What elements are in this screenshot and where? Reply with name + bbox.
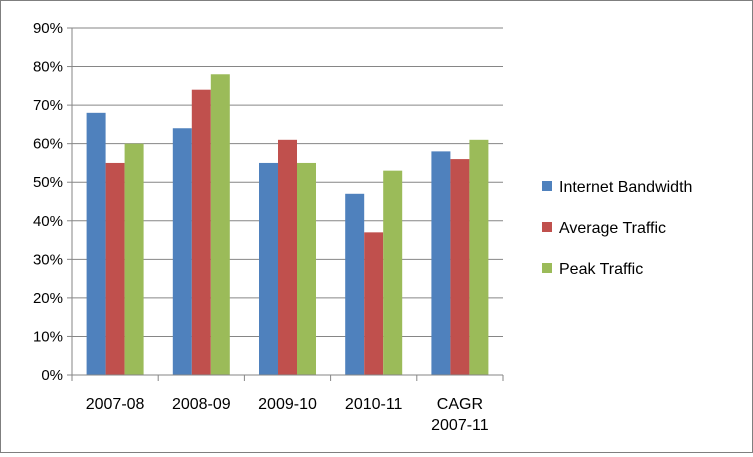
y-tick-label: 80% — [33, 59, 63, 76]
x-category-label: 2010-11 — [345, 396, 403, 413]
bar — [345, 193, 365, 375]
y-tick-label: 10% — [33, 328, 63, 345]
bar — [469, 139, 489, 375]
bar — [86, 112, 106, 376]
x-axis-category-labels: 2007-08 2008-09 2009-10 2010-11 CAGR 2007-11 — [86, 396, 489, 434]
bar — [172, 128, 192, 375]
bar — [383, 170, 403, 375]
legend-label: Internet Bandwidth — [559, 179, 692, 196]
x-category-label: 2007-08 — [86, 396, 145, 413]
bar — [450, 159, 470, 375]
bar — [278, 139, 297, 375]
bar — [431, 151, 451, 375]
legend-swatch — [542, 181, 552, 191]
legend: Internet Bandwidth Average Traffic Peak Tr… — [542, 179, 692, 278]
x-category-label: 2009-10 — [258, 396, 317, 413]
bars — [86, 74, 489, 376]
y-axis-tick-labels: 0% 10% 20% 30% 40% 50% 60% 70% 80% 90% — [33, 20, 63, 384]
legend-label: Average Traffic — [559, 220, 666, 237]
y-tick-label: 90% — [33, 20, 63, 37]
bar — [191, 89, 211, 375]
y-tick-label: 0% — [41, 367, 63, 384]
bar — [210, 74, 230, 376]
y-tick-label: 40% — [33, 213, 63, 230]
bar — [105, 162, 125, 375]
bar — [259, 162, 278, 375]
x-category-label: 2007-11 — [431, 417, 489, 434]
x-category-label: CAGR — [437, 396, 483, 413]
bar — [124, 143, 144, 375]
legend-label: Peak Traffic — [559, 261, 643, 278]
y-tick-label: 20% — [33, 290, 63, 307]
bar — [297, 162, 316, 375]
y-tick-label: 50% — [33, 174, 63, 191]
y-tick-label: 30% — [33, 251, 63, 268]
y-tick-label: 70% — [33, 97, 63, 114]
y-tick-label: 60% — [33, 136, 63, 153]
axes — [67, 27, 504, 381]
legend-swatch — [542, 263, 552, 273]
x-category-label: 2008-09 — [172, 396, 231, 413]
bar — [364, 232, 384, 375]
legend-swatch — [542, 222, 552, 232]
